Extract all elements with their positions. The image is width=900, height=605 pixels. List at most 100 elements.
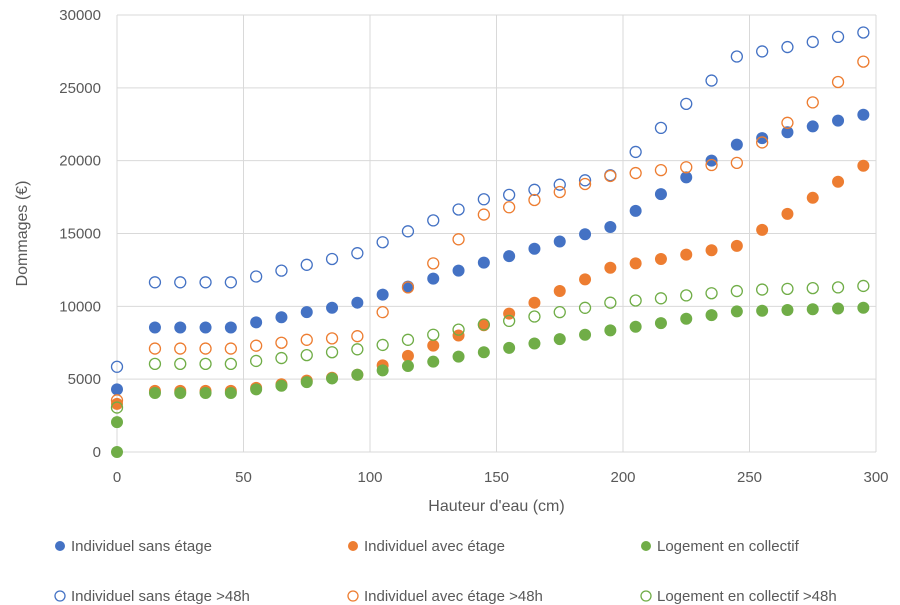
legend-label: Individuel avec étage >48h bbox=[364, 588, 543, 605]
data-point bbox=[376, 306, 389, 319]
data-point bbox=[174, 321, 187, 334]
data-points bbox=[110, 26, 870, 458]
y-tick-label: 20000 bbox=[59, 153, 101, 170]
data-point bbox=[300, 376, 313, 389]
data-point bbox=[250, 383, 263, 396]
axis-titles: Hauteur d'eau (cm) Dommages (€) bbox=[14, 181, 565, 515]
legend-label: Individuel sans étage >48h bbox=[71, 588, 250, 605]
x-tick-label: 150 bbox=[484, 469, 509, 486]
data-point bbox=[477, 256, 490, 269]
data-point bbox=[249, 354, 263, 368]
data-point bbox=[857, 301, 870, 314]
data-point bbox=[376, 288, 389, 301]
data-point bbox=[249, 270, 263, 283]
y-tick-label: 15000 bbox=[59, 226, 101, 243]
data-point bbox=[730, 284, 743, 298]
data-point bbox=[553, 178, 566, 191]
data-point bbox=[528, 183, 541, 196]
data-point bbox=[502, 201, 516, 214]
data-point bbox=[579, 328, 592, 341]
data-point bbox=[781, 40, 794, 54]
data-point bbox=[832, 175, 845, 188]
data-point bbox=[832, 302, 845, 315]
data-point bbox=[401, 225, 415, 238]
data-point bbox=[781, 303, 794, 316]
data-point bbox=[680, 171, 693, 184]
data-point bbox=[148, 357, 162, 371]
data-point bbox=[376, 364, 389, 377]
data-point bbox=[806, 35, 819, 49]
data-point bbox=[148, 321, 161, 334]
data-point bbox=[553, 285, 566, 298]
data-point bbox=[857, 26, 870, 39]
data-point bbox=[325, 346, 339, 359]
data-point bbox=[351, 247, 364, 260]
data-point bbox=[654, 317, 667, 330]
data-point bbox=[730, 50, 743, 63]
data-point bbox=[604, 261, 617, 274]
x-tick-label: 100 bbox=[357, 469, 382, 486]
data-point bbox=[300, 348, 313, 362]
data-point bbox=[832, 114, 845, 127]
legend-label: Logement en collectif bbox=[657, 538, 800, 555]
data-point bbox=[502, 314, 516, 328]
x-tick-label: 300 bbox=[863, 469, 888, 486]
data-point bbox=[680, 248, 693, 261]
y-tick-label: 10000 bbox=[59, 298, 101, 315]
data-point bbox=[199, 276, 212, 289]
data-point bbox=[756, 45, 769, 58]
data-point bbox=[756, 223, 769, 236]
data-point bbox=[111, 446, 123, 458]
data-point bbox=[579, 273, 592, 286]
data-point bbox=[148, 342, 162, 355]
y-tick-label: 30000 bbox=[59, 7, 101, 24]
data-point bbox=[756, 132, 769, 145]
data-point bbox=[528, 193, 541, 207]
data-point bbox=[174, 387, 187, 400]
legend: Individuel sans étage Individuel avec éta… bbox=[54, 538, 837, 605]
data-point bbox=[604, 220, 617, 233]
data-point bbox=[401, 360, 414, 373]
data-point bbox=[806, 96, 819, 109]
data-point bbox=[351, 330, 364, 343]
data-point bbox=[857, 108, 870, 121]
data-point bbox=[111, 383, 123, 396]
data-point bbox=[224, 321, 237, 334]
data-point bbox=[705, 74, 718, 87]
data-point bbox=[110, 401, 124, 414]
data-point bbox=[325, 332, 339, 345]
data-point bbox=[553, 333, 566, 346]
data-point bbox=[806, 120, 819, 133]
data-point bbox=[249, 339, 263, 352]
legend-marker bbox=[54, 590, 66, 602]
data-point bbox=[705, 309, 718, 322]
legend-marker bbox=[640, 590, 652, 602]
data-point bbox=[578, 177, 592, 191]
data-point bbox=[553, 185, 566, 199]
data-point bbox=[148, 387, 161, 400]
data-point bbox=[351, 296, 364, 309]
data-point bbox=[110, 394, 124, 407]
y-axis-title: Dommages (€) bbox=[14, 181, 31, 287]
data-point bbox=[629, 166, 642, 180]
data-point bbox=[477, 208, 491, 221]
x-axis-title: Hauteur d'eau (cm) bbox=[428, 498, 564, 515]
data-point bbox=[806, 303, 819, 316]
x-tick-label: 0 bbox=[113, 469, 121, 486]
data-point bbox=[224, 387, 237, 400]
data-point bbox=[427, 272, 440, 285]
data-point bbox=[654, 188, 667, 201]
data-point bbox=[528, 337, 541, 350]
data-point bbox=[553, 306, 566, 319]
data-point bbox=[806, 191, 819, 204]
grid-layer bbox=[116, 14, 877, 453]
legend-marker bbox=[641, 541, 651, 551]
data-point bbox=[401, 281, 415, 294]
data-point bbox=[806, 281, 819, 295]
data-point bbox=[326, 301, 339, 314]
data-point bbox=[224, 357, 238, 371]
data-point bbox=[224, 276, 238, 289]
data-point bbox=[654, 121, 668, 135]
